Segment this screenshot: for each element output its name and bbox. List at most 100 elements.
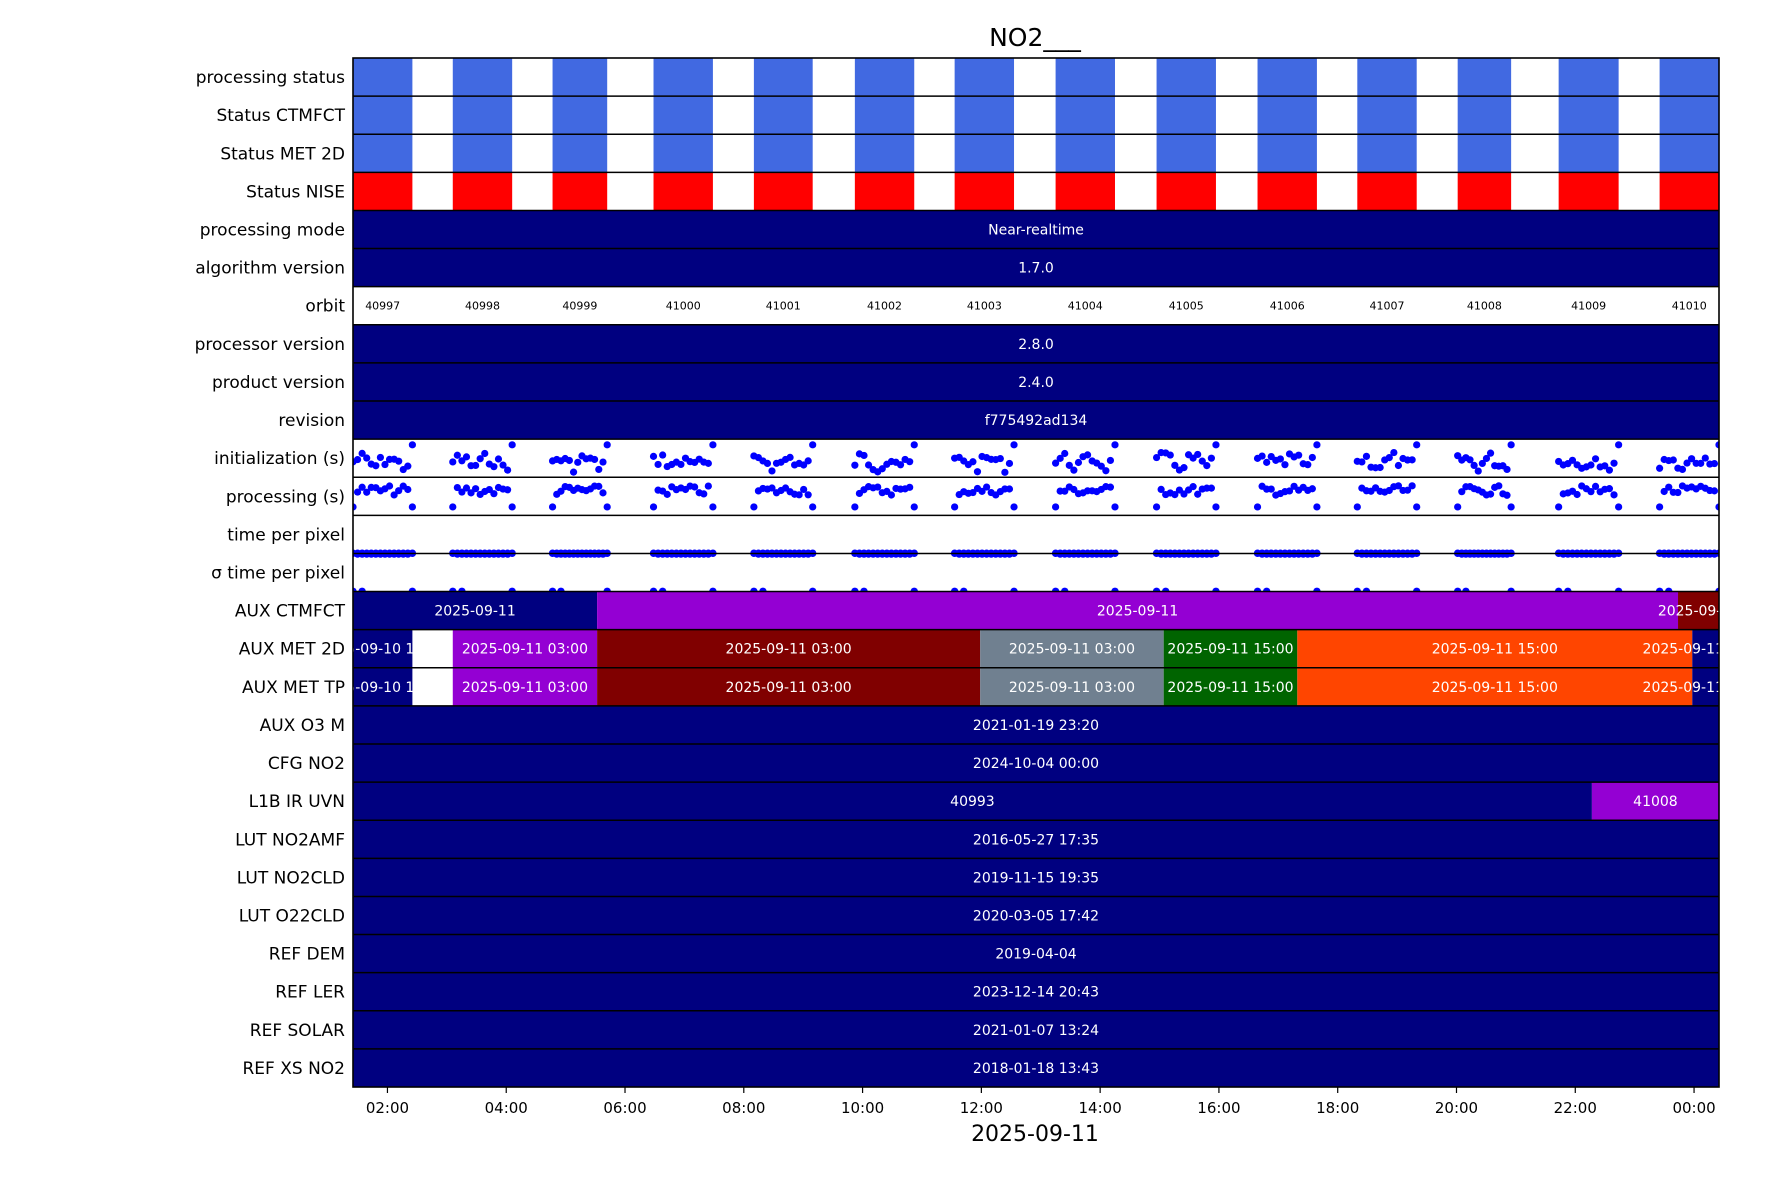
segment-aux-ctmfct-2 (1678, 591, 1719, 630)
scatter-point-initialization-s (1507, 441, 1515, 449)
status-bar-status-ctmfct-0 (353, 96, 413, 135)
row-label-lut-no2amf: LUT NO2AMF (235, 830, 345, 850)
scatter-point-processing-s (910, 503, 918, 511)
scatter-point-processing-s (1005, 485, 1014, 493)
scatter-point-processing-s (700, 490, 708, 498)
scatter-point-initialization-s (1180, 464, 1188, 472)
scatter-point-processing-s (1555, 503, 1563, 511)
scatter-point-processing-s (1394, 482, 1403, 490)
scatter-point-processing-s (1212, 503, 1220, 511)
segment-label-aux-o3-m-0: 2021-01-19 23:20 (973, 718, 1099, 734)
scatter-point-initialization-s (508, 441, 516, 449)
segment-product-version-0 (353, 362, 1719, 401)
scatter-point-processing-s (969, 488, 977, 497)
scatter-point-initialization-s (376, 453, 385, 462)
scatter-point-initialization-s (381, 460, 389, 469)
scatter-point-processing-s (978, 487, 986, 495)
scatter-point-processing-s (467, 489, 475, 497)
scatter-point-processing-s (1507, 503, 1515, 511)
segment-aux-met-2d-4 (1163, 629, 1298, 668)
plot-content: Near-realtime 1.7.0 40997 40998 40999 41000 41… (353, 58, 1769, 1087)
status-bar-status-nise-12 (1558, 172, 1619, 211)
orbit-label-13: 41010 (1672, 300, 1707, 313)
scatter-point-initialization-s (599, 458, 607, 466)
scatter-point-initialization-s (1390, 448, 1398, 457)
segment-aux-met-2d-5 (1297, 629, 1693, 668)
segment-ref-ler-0 (353, 972, 1719, 1011)
scatter-point-processing-s (599, 489, 607, 497)
segment-aux-met-tp-0 (353, 667, 413, 706)
scatter-point-initialization-s (595, 465, 603, 474)
scatter-point-initialization-s (1065, 461, 1073, 469)
scatter-point-processing-s (874, 483, 882, 491)
row-label-algorithm-version: algorithm version (195, 259, 345, 279)
scatter-point-initialization-s (449, 458, 457, 466)
scatter-point-initialization-s (395, 457, 403, 465)
scatter-point-initialization-s (1376, 463, 1384, 472)
scatter-point-initialization-s (1683, 459, 1691, 467)
row-label-aux-o3-m: AUX O3 M (260, 716, 345, 736)
x-tick-label: 08:00 (722, 1099, 765, 1117)
scatter-point-initialization-s (864, 461, 873, 469)
scatter-point-processing-s (1171, 491, 1179, 499)
scatter-point-initialization-s (1276, 455, 1284, 463)
status-bar-status-nise-7 (1055, 172, 1115, 211)
row-label-processor-version: processor version (195, 335, 345, 355)
status-bar-processing-status-0 (353, 58, 413, 97)
scatter-point-initialization-s (1051, 459, 1060, 467)
status-bar-status-met-2d-11 (1457, 134, 1512, 173)
scatter-point-processing-s (1106, 483, 1115, 491)
scatter-point-processing-s (1674, 488, 1682, 497)
scatter-point-initialization-s (408, 441, 416, 449)
status-bar-status-met-2d-9 (1257, 134, 1317, 173)
status-bar-status-met-2d-5 (854, 134, 915, 173)
scatter-point-initialization-s (574, 458, 582, 466)
orbit-label-6: 41003 (967, 300, 1002, 313)
scatter-point-initialization-s (704, 459, 712, 467)
segment-label-aux-met-tp-4: 2025-09-11 15:00 (1167, 680, 1293, 696)
segment-label-aux-met-tp-3: 2025-09-11 03:00 (1009, 680, 1135, 696)
segment-label-aux-met-tp-6: 2025-09-11 15:00 (1643, 680, 1769, 696)
segment-aux-met-2d-3 (980, 629, 1164, 668)
scatter-point-initialization-s (1591, 455, 1600, 463)
status-bar-status-ctmfct-4 (753, 96, 813, 135)
segment-lut-o22cld-0 (353, 896, 1719, 935)
scatter-point-processing-s (804, 491, 812, 499)
row-label-processing-status: processing status (196, 68, 345, 88)
scatter-point-initialization-s (499, 461, 507, 469)
scatter-point-initialization-s (1308, 453, 1316, 462)
scatter-point-processing-s (809, 503, 817, 511)
status-bar-status-met-2d-3 (653, 134, 713, 173)
scatter-point-processing-s (1656, 503, 1664, 511)
scatter-point-initialization-s (1615, 441, 1623, 449)
status-bar-status-met-2d-0 (353, 134, 413, 173)
scatter-point-initialization-s (476, 455, 484, 463)
plot-frame (352, 57, 1720, 1088)
scatter-point-initialization-s (1313, 441, 1321, 449)
status-bar-status-met-2d-10 (1357, 134, 1417, 173)
scatter-point-initialization-s (1106, 456, 1115, 465)
scatter-point-initialization-s (1605, 466, 1614, 474)
row-label-status-met-2d: Status MET 2D (220, 144, 345, 164)
scatter-point-initialization-s (763, 459, 772, 467)
status-bar-processing-status-7 (1055, 58, 1115, 97)
scatter-point-processing-s (390, 491, 398, 499)
scatter-point-initialization-s (565, 456, 573, 465)
scatter-point-initialization-s (1601, 462, 1609, 470)
scatter-point-initialization-s (372, 462, 380, 470)
segment-label-aux-met-2d-5: 2025-09-11 15:00 (1432, 642, 1558, 658)
segment-processor-version-0 (353, 324, 1719, 363)
scatter-point-initialization-s (1166, 451, 1174, 459)
status-bar-status-ctmfct-6 (954, 96, 1015, 135)
segment-label-aux-met-2d-4: 2025-09-11 15:00 (1167, 642, 1293, 658)
x-tick-label: 00:00 (1672, 1099, 1715, 1117)
scatter-point-processing-s (404, 485, 412, 494)
scatter-point-initialization-s (1470, 461, 1478, 469)
segment-aux-met-tp-2 (597, 667, 981, 706)
row-label-lut-no2cld: LUT NO2CLD (237, 868, 345, 888)
scatter-point-initialization-s (1687, 455, 1696, 463)
scatter-point-processing-s (1715, 503, 1719, 511)
scatter-point-processing-s (851, 503, 859, 511)
status-bar-status-met-2d-7 (1055, 134, 1115, 173)
scatter-point-initialization-s (358, 449, 366, 457)
